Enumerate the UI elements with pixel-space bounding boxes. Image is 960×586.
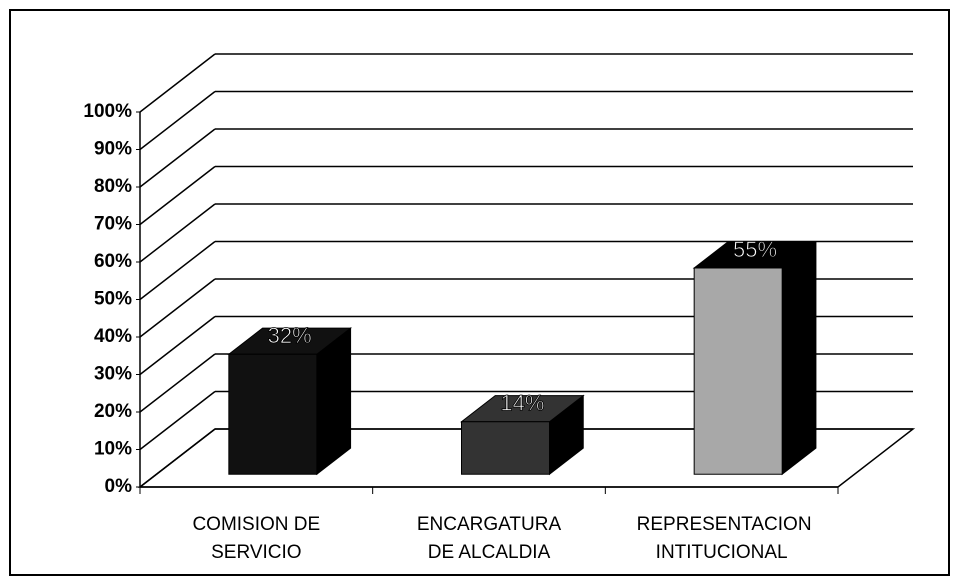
side-grid-line: [139, 315, 216, 376]
x-tick-label: REPRESENTACION INTITUCIONAL: [636, 514, 812, 563]
y-tick-label: 20%: [94, 401, 132, 422]
y-tick-label: 10%: [94, 439, 132, 460]
bar: [461, 421, 550, 475]
bar: [693, 267, 783, 475]
x-tick-label: ENCARGATURA DE ALCALDIA: [416, 514, 562, 563]
frame: [9, 9, 950, 576]
data-label: 55%: [733, 237, 777, 262]
y-tick-label: 50%: [94, 289, 132, 310]
data-label: 14%: [500, 391, 544, 416]
y-tick-label: 100%: [83, 101, 132, 122]
side-grid-line: [139, 353, 216, 413]
side-grid-line: [139, 53, 216, 113]
y-tick-label: 80%: [94, 176, 132, 197]
data-label: 32%: [268, 323, 312, 348]
bar: [228, 353, 318, 475]
side-grid-line: [139, 240, 216, 301]
side-grid-line: [139, 90, 216, 151]
y-tick-label: 90%: [94, 139, 132, 160]
side-grid-line: [139, 128, 216, 188]
x-tick-label: COMISION DE SERVICIO: [192, 514, 321, 563]
side-grid-line: [139, 390, 216, 451]
side-grid-line: [139, 278, 216, 338]
y-tick-label: 30%: [94, 364, 132, 385]
y-tick-label: 70%: [94, 214, 132, 235]
side-grid-line: [139, 203, 216, 263]
side-grid-line: [139, 165, 216, 226]
y-tick-label: 0%: [105, 476, 133, 497]
y-tick-label: 60%: [94, 251, 132, 272]
side-grid-line: [139, 428, 216, 488]
y-tick-label: 40%: [94, 326, 132, 347]
bar-side: [781, 240, 817, 476]
